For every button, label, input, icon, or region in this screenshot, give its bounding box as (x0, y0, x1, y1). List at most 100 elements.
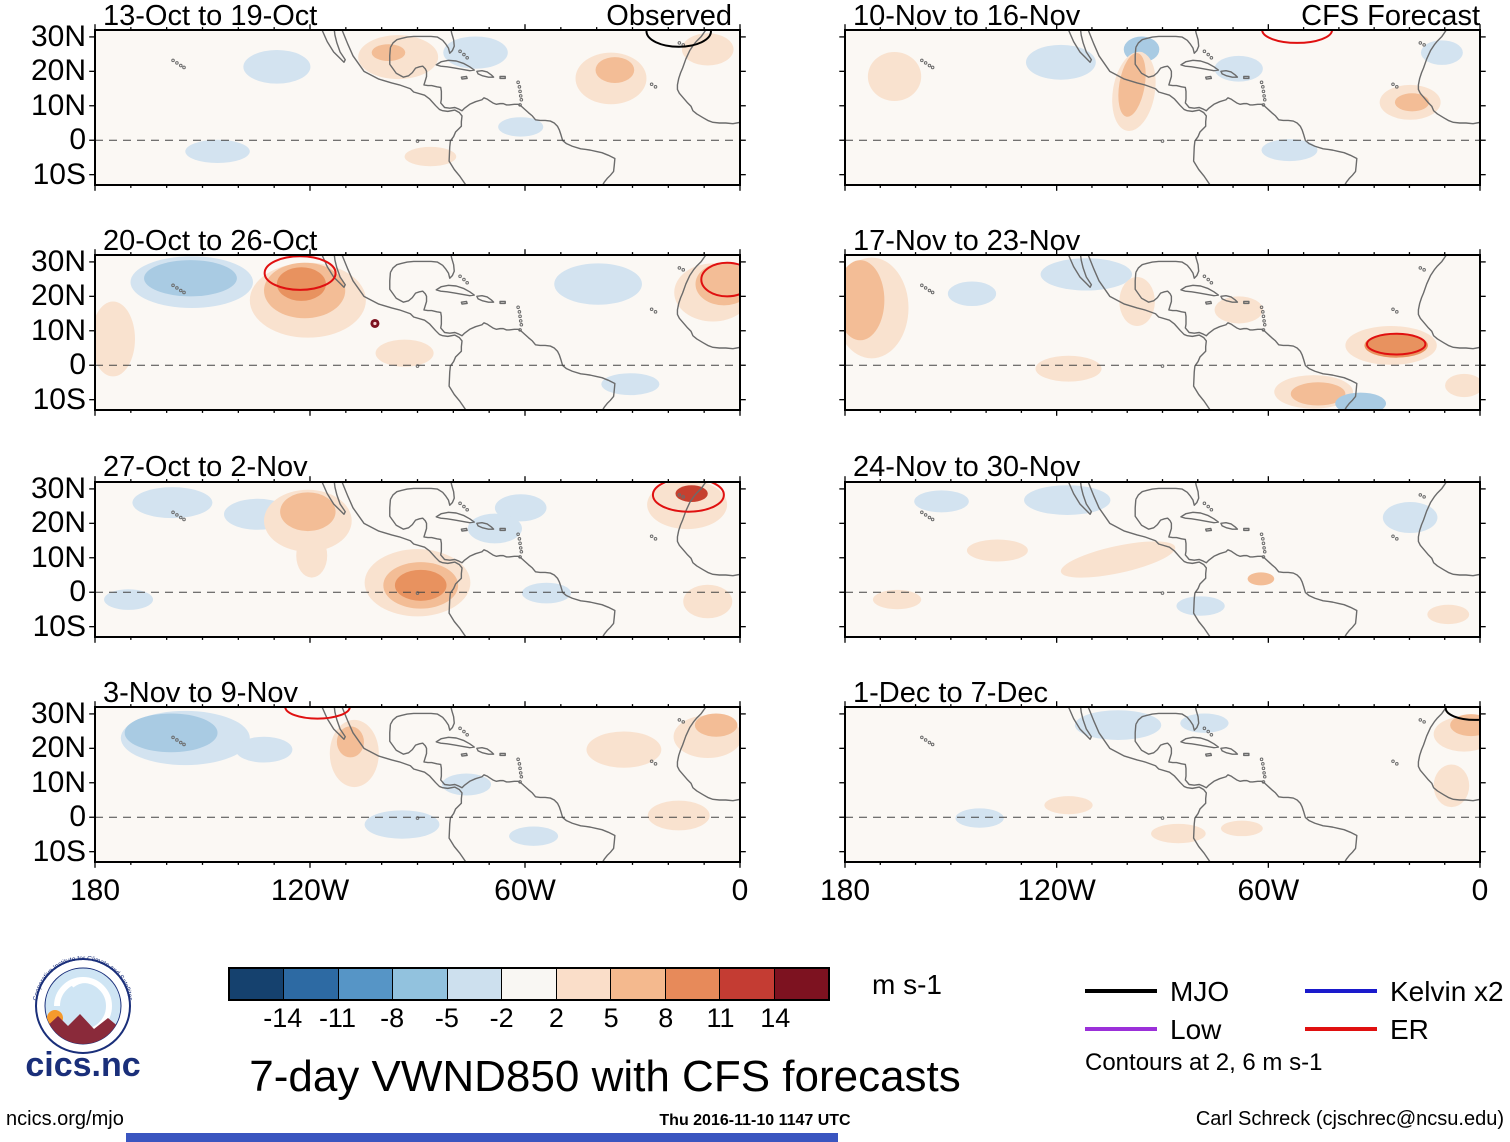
red-wave-contour (1262, 17, 1332, 43)
er-line-sample (1305, 1027, 1377, 1031)
red-wave-contour (701, 263, 753, 297)
logo-artwork (45, 977, 121, 1044)
colorbar-tick-label: -11 (318, 1003, 356, 1033)
anomaly-shading (1040, 258, 1133, 291)
x-axis-label: 180 (69, 874, 121, 907)
anomaly-shading (867, 51, 922, 102)
anomaly-shading (1025, 44, 1096, 80)
map-panel-8 (845, 707, 1480, 862)
colorbar-tick-label: 8 (658, 1003, 674, 1033)
map-panel-7 (845, 482, 1480, 637)
anomaly-shading (1220, 820, 1263, 837)
colorbar-segment (556, 969, 612, 999)
x-axis-label: 180 (819, 874, 871, 907)
map-canvas (845, 707, 1480, 862)
y-axis-label: 10N (30, 541, 86, 574)
y-axis-label: 0 (69, 575, 86, 608)
anomaly-shading (1176, 596, 1225, 616)
colorbar-tick-label: 14 (760, 1003, 791, 1033)
anomaly-shading (947, 281, 997, 307)
map-canvas (845, 255, 1480, 410)
panel-title-4: 3-Nov to 9-Nov (103, 677, 299, 709)
column-header-observed: Observed (606, 0, 732, 32)
panel-title-8: 1-Dec to 7-Dec (853, 677, 1049, 709)
colorbar-tick-label: 5 (603, 1003, 619, 1033)
colorbar-segment (720, 969, 775, 999)
anomaly-shading (1180, 713, 1229, 733)
colorbar-tick-label: 11 (706, 1003, 735, 1033)
anomaly-shading (1382, 502, 1438, 534)
logo-wordmark: cics.nc (25, 1046, 141, 1084)
anomaly-shading (683, 584, 733, 619)
anomaly-shading (95, 301, 135, 377)
column-header-forecast: CFS Forecast (1301, 0, 1480, 32)
er-legend-label: ER (1390, 1014, 1429, 1045)
anomaly-shading (966, 539, 1028, 562)
anomaly-shading (1214, 55, 1263, 82)
footer-timestamp: Thu 2016-11-10 1147 UTC (659, 1112, 851, 1129)
anomaly-shading (914, 490, 969, 513)
black-wave-contour (646, 16, 711, 47)
anomaly-shading (280, 492, 336, 532)
panel-title-3: 27-Oct to 2-Nov (103, 451, 308, 483)
contour-note: Contours at 2, 6 m s-1 (1085, 1049, 1323, 1076)
map-panel-6 (845, 255, 1480, 410)
anomaly-shading (1420, 40, 1463, 65)
low-legend-label: Low (1170, 1014, 1222, 1045)
colorbar-segment (447, 969, 503, 999)
panel-title-5: 10-Nov to 16-Nov (853, 0, 1081, 32)
colorbar-tick-label: -14 (263, 1003, 303, 1033)
panel-title-1: 13-Oct to 19-Oct (103, 0, 318, 32)
y-axis-label: 10S (32, 158, 86, 191)
anomaly-shading (296, 533, 328, 578)
colorbar-segment (502, 969, 557, 999)
anomaly-shading (1214, 296, 1263, 324)
colorbar-tick-label: -2 (489, 1003, 514, 1033)
x-axis-label: 0 (1471, 874, 1489, 907)
cics-logo: Cooperative Institute for Climate and Sa… (32, 956, 134, 1054)
anomaly-shading (1119, 276, 1155, 327)
anomaly-shading (595, 57, 635, 83)
y-axis-label: 10N (30, 89, 86, 122)
kelvin-legend-label: Kelvin x2 (1390, 976, 1504, 1007)
anomaly-shading (554, 263, 642, 305)
anomaly-shading (1433, 764, 1470, 808)
anomaly-shading (394, 569, 447, 601)
figure-title: 7-day VWND850 with CFS forecasts (249, 1052, 961, 1101)
anomaly-shading (132, 487, 213, 519)
anomaly-shading (276, 267, 326, 301)
y-axis-label: 10S (32, 835, 86, 868)
anomaly-shading (1445, 373, 1480, 398)
colorbar-segment (774, 969, 828, 999)
anomaly-shading (586, 731, 662, 768)
anomaly-shading (124, 713, 218, 753)
y-axis-label: 10N (30, 766, 86, 799)
x-axis-label: 120W (1017, 874, 1096, 907)
anomaly-shading (521, 582, 572, 604)
y-axis-label: 10S (32, 383, 86, 416)
anomaly-shading (1060, 541, 1176, 578)
red-wave-contour (1367, 334, 1425, 355)
y-axis-label: 20N (30, 506, 86, 539)
anomaly-shading (1364, 333, 1428, 358)
colorbar-tick-label: -8 (380, 1003, 405, 1033)
y-axis-label: 10N (30, 314, 86, 347)
y-axis-label: 10S (32, 610, 86, 643)
footer-site-url: ncics.org/mjo (6, 1108, 124, 1130)
anomaly-shading (694, 713, 738, 737)
colorbar-units-label: m s-1 (872, 969, 942, 1000)
panel-title-6: 17-Nov to 23-Nov (853, 225, 1081, 257)
anomaly-shading (955, 808, 1004, 828)
anomaly-shading (1024, 485, 1111, 515)
x-axis-label: 60W (494, 874, 556, 907)
anomaly-shading (509, 826, 559, 846)
footer-credit: Carl Schreck (cjschrec@ncsu.edu) (1195, 1108, 1504, 1130)
horizontal-scrollbar[interactable] (126, 1133, 838, 1142)
y-axis-label: 20N (30, 731, 86, 764)
anomaly-shading (681, 33, 734, 66)
hurricane-spiral-arm-icon (70, 978, 105, 991)
low-line-sample (1085, 1027, 1157, 1031)
colorbar-segment (338, 969, 394, 999)
anomaly-shading (364, 810, 440, 839)
